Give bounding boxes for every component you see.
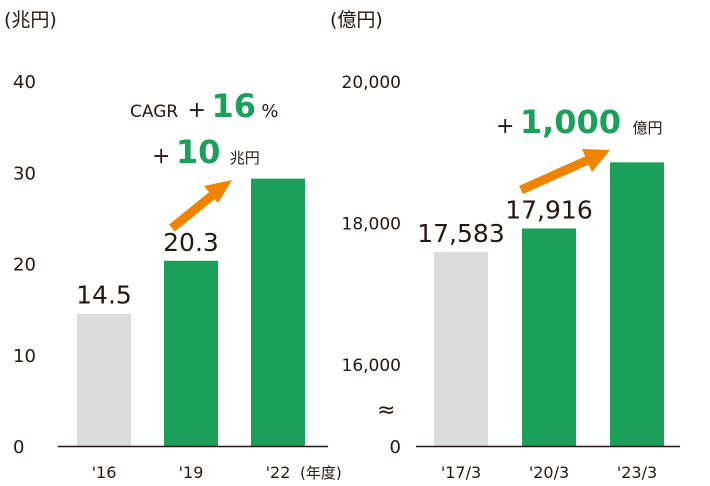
left-x-axis-unit: (年度) xyxy=(300,464,342,482)
axis-break-symbol: ≈ xyxy=(377,398,395,423)
left-bar xyxy=(251,178,305,446)
right-increase-annotation: + 1,000 億円 xyxy=(496,103,662,195)
right-increase-plus: + xyxy=(496,114,514,139)
left-y-tick-label: 20 xyxy=(13,255,36,276)
right-x-tick-label: '20/3 xyxy=(529,463,569,482)
right-y-axis-unit: (億円) xyxy=(330,9,383,31)
left-bars: 14.5 20.3 xyxy=(58,178,328,448)
left-y-ticks: 0 10 20 30 40 xyxy=(13,72,36,458)
increase-unit: 兆円 xyxy=(230,149,260,167)
right-increase-value: 1,000 xyxy=(520,103,621,141)
right-y-tick-label: 16,000 xyxy=(342,356,401,376)
cagr-plus: + xyxy=(188,98,206,123)
right-x-tick-label: '17/3 xyxy=(441,463,481,482)
left-y-tick-label: 10 xyxy=(13,346,36,367)
right-increase-unit: 億円 xyxy=(632,119,662,137)
right-x-tick-label: '23/3 xyxy=(617,463,657,482)
right-growth-arrow xyxy=(519,149,610,195)
left-bar xyxy=(164,260,218,446)
left-bar-value-label: 20.3 xyxy=(163,228,219,257)
left-y-tick-label: 30 xyxy=(13,163,36,184)
left-x-tick-label: '22 xyxy=(266,463,291,482)
left-bar xyxy=(77,313,131,446)
right-bar-value-label: 17,916 xyxy=(505,195,592,224)
right-bar-value-label: 17,583 xyxy=(417,219,504,248)
left-x-labels: '16 '19 '22 xyxy=(92,463,291,482)
left-y-tick-label: 0 xyxy=(13,437,24,458)
increase-value: 10 xyxy=(176,133,221,171)
svg-text:+ 1,000 億円: + 1,000 億円 xyxy=(496,103,662,141)
right-x-labels: '17/3 '20/3 '23/3 xyxy=(441,463,657,482)
left-cagr-annotation: CAGR + 16 % + 10 兆円 xyxy=(130,87,278,232)
svg-text:+ 10 兆円: + 10 兆円 xyxy=(152,133,260,171)
left-chart: (兆円) 0 10 20 30 40 14.5 20.3 '16 '19 '22 (年度) C… xyxy=(4,9,342,482)
cagr-value: 16 xyxy=(211,87,256,125)
cagr-label: CAGR xyxy=(130,102,178,122)
left-x-tick-label: '19 xyxy=(179,463,204,482)
right-y-tick-label: 0 xyxy=(390,437,401,458)
svg-text:CAGR + 16: CAGR + 16 % xyxy=(130,87,278,125)
right-bar xyxy=(522,228,576,446)
right-y-tick-label: 20,000 xyxy=(342,73,401,93)
left-y-axis-unit: (兆円) xyxy=(4,9,57,31)
cagr-unit: % xyxy=(261,101,278,122)
left-bar-value-label: 14.5 xyxy=(76,281,132,310)
left-x-tick-label: '16 xyxy=(92,463,117,482)
right-bar xyxy=(434,252,488,446)
right-y-ticks: 0 16,000 18,000 20,000 xyxy=(342,73,401,458)
right-bar xyxy=(610,162,664,447)
right-y-tick-label: 18,000 xyxy=(342,215,401,235)
left-growth-arrow xyxy=(169,180,232,232)
left-y-tick-label: 40 xyxy=(13,72,36,93)
increase-plus: + xyxy=(152,144,170,169)
